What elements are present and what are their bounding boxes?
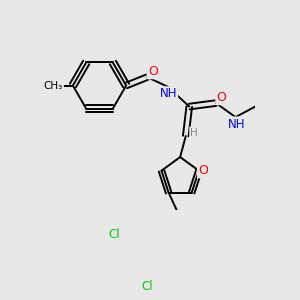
Text: NH: NH xyxy=(228,118,246,130)
Text: Cl: Cl xyxy=(108,228,120,241)
Text: CH₃: CH₃ xyxy=(44,80,63,91)
Text: O: O xyxy=(198,164,208,177)
Text: O: O xyxy=(148,65,158,78)
Text: H: H xyxy=(190,128,198,137)
Text: O: O xyxy=(217,91,226,104)
Text: NH: NH xyxy=(160,88,177,100)
Text: Cl: Cl xyxy=(141,280,153,292)
